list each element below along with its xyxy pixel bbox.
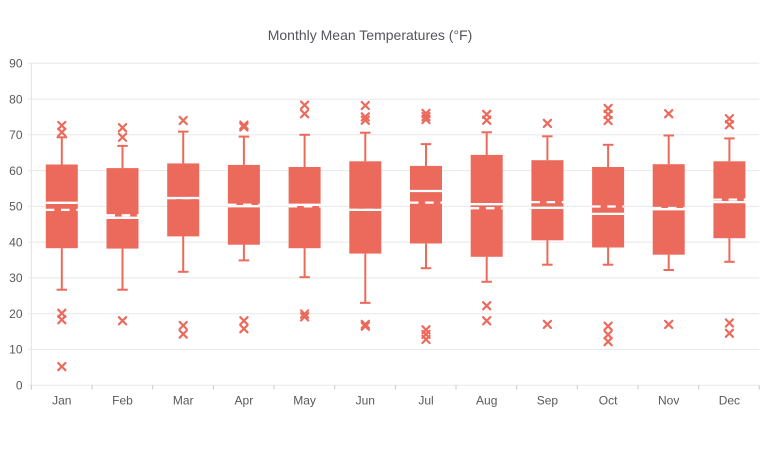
svg-text:50: 50 bbox=[9, 200, 23, 214]
svg-text:80: 80 bbox=[9, 92, 23, 106]
svg-text:May: May bbox=[293, 394, 316, 408]
svg-text:Aug: Aug bbox=[476, 394, 497, 408]
svg-text:Jul: Jul bbox=[418, 394, 433, 408]
svg-text:Mar: Mar bbox=[173, 394, 194, 408]
svg-text:30: 30 bbox=[9, 271, 23, 285]
svg-text:Dec: Dec bbox=[719, 394, 740, 408]
svg-text:Nov: Nov bbox=[658, 394, 679, 408]
svg-text:70: 70 bbox=[9, 128, 23, 142]
svg-text:Jan: Jan bbox=[52, 394, 71, 408]
svg-text:60: 60 bbox=[9, 164, 23, 178]
svg-text:40: 40 bbox=[9, 235, 23, 249]
svg-text:Apr: Apr bbox=[235, 394, 254, 408]
svg-text:Sep: Sep bbox=[537, 394, 559, 408]
svg-text:20: 20 bbox=[9, 307, 23, 321]
svg-text:10: 10 bbox=[9, 343, 23, 357]
svg-text:Feb: Feb bbox=[112, 394, 133, 408]
svg-text:90: 90 bbox=[9, 57, 23, 71]
svg-text:Oct: Oct bbox=[599, 394, 618, 408]
svg-text:0: 0 bbox=[16, 378, 23, 392]
svg-text:Jun: Jun bbox=[356, 394, 375, 408]
